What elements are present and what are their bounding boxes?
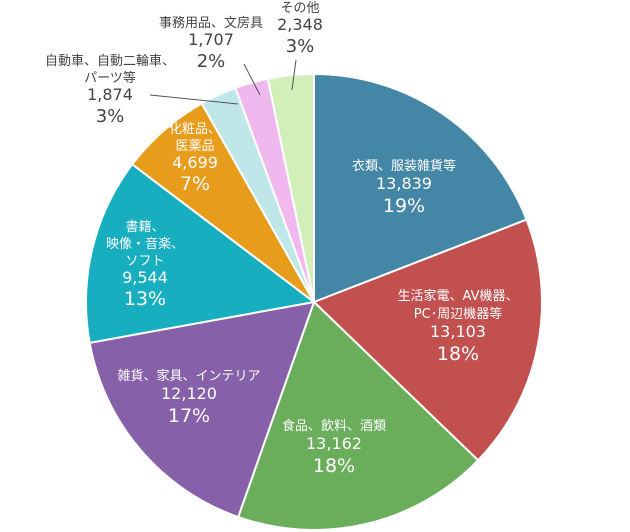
slice-value: 4,699 bbox=[172, 153, 218, 172]
slice-percent: 18% bbox=[437, 343, 479, 365]
slice-category: 自動車、自動二輪車、 bbox=[45, 53, 175, 69]
slice-labels: 衣類、服装雑貨等 13,839 19% 生活家電、AV機器、 PC･周辺機器等 13,10… bbox=[45, 1, 518, 477]
slice-label: 衣類、服装雑貨等 13,839 19% bbox=[352, 158, 456, 217]
leader-lines bbox=[149, 59, 297, 105]
slice-percent: 18% bbox=[313, 455, 355, 477]
slice-percent: 2% bbox=[197, 51, 226, 72]
slice-label: 化粧品、医薬品 4,699 7% bbox=[169, 122, 221, 195]
leader-line bbox=[243, 63, 261, 96]
slice-value: 13,162 bbox=[306, 434, 362, 453]
slice-value: 9,544 bbox=[122, 268, 168, 287]
slice-category: PC･周辺機器等 bbox=[414, 306, 502, 322]
pie-slice bbox=[88, 300, 316, 519]
slice-percent: 3% bbox=[96, 106, 125, 127]
pie-slice bbox=[313, 72, 528, 304]
slice-value: 1,707 bbox=[188, 30, 234, 49]
slice-label: 生活家電、AV機器、 PC･周辺機器等 13,103 18% bbox=[398, 288, 519, 365]
slice-category: 食品、飲料、酒類 bbox=[282, 418, 386, 434]
slice-value: 1,874 bbox=[87, 85, 133, 104]
slice-percent: 13% bbox=[124, 288, 166, 310]
pie-slice bbox=[236, 300, 480, 531]
pie-slice bbox=[85, 162, 317, 344]
slice-label: 自動車、自動二輪車、パーツ等 1,874 3% bbox=[45, 53, 175, 127]
slice-category: 映像・音楽、 bbox=[106, 236, 184, 252]
slice-value: 13,839 bbox=[376, 174, 432, 193]
pie-slices bbox=[85, 72, 543, 531]
slice-percent: 7% bbox=[180, 173, 210, 195]
slice-category: その他 bbox=[280, 1, 319, 16]
slice-label: 事務用品、文房具 1,707 2% bbox=[159, 15, 263, 72]
slice-category: 事務用品、文房具 bbox=[159, 15, 263, 31]
slice-category: 医薬品 bbox=[175, 139, 214, 154]
slice-category: パーツ等 bbox=[84, 70, 136, 86]
slice-value: 12,120 bbox=[161, 384, 217, 403]
slice-category: 衣類、服装雑貨等 bbox=[352, 158, 456, 174]
slice-value: 13,103 bbox=[430, 322, 486, 341]
slice-label: その他 2,348 3% bbox=[277, 1, 323, 57]
slice-category: 化粧品、 bbox=[169, 122, 221, 137]
leader-line bbox=[149, 94, 239, 105]
slice-category: 生活家電、AV機器、 bbox=[398, 288, 519, 304]
pie-slice bbox=[266, 72, 315, 303]
slice-label: 雑貨、家具、インテリア 12,120 17% bbox=[117, 368, 260, 427]
slice-percent: 19% bbox=[383, 195, 425, 217]
slice-label: 書籍、映像・音楽、ソフト 9,544 13% bbox=[106, 219, 184, 310]
slice-category: ソフト bbox=[125, 254, 164, 269]
pie-slice bbox=[312, 218, 543, 462]
slice-label: 食品、飲料、酒類 13,162 18% bbox=[282, 418, 386, 477]
slice-value: 2,348 bbox=[277, 15, 323, 34]
leader-line bbox=[291, 59, 297, 91]
slice-category: 書籍、 bbox=[125, 219, 164, 235]
slice-percent: 3% bbox=[286, 36, 315, 57]
slice-percent: 17% bbox=[168, 405, 210, 427]
slice-category: 雑貨、家具、インテリア bbox=[117, 368, 260, 384]
